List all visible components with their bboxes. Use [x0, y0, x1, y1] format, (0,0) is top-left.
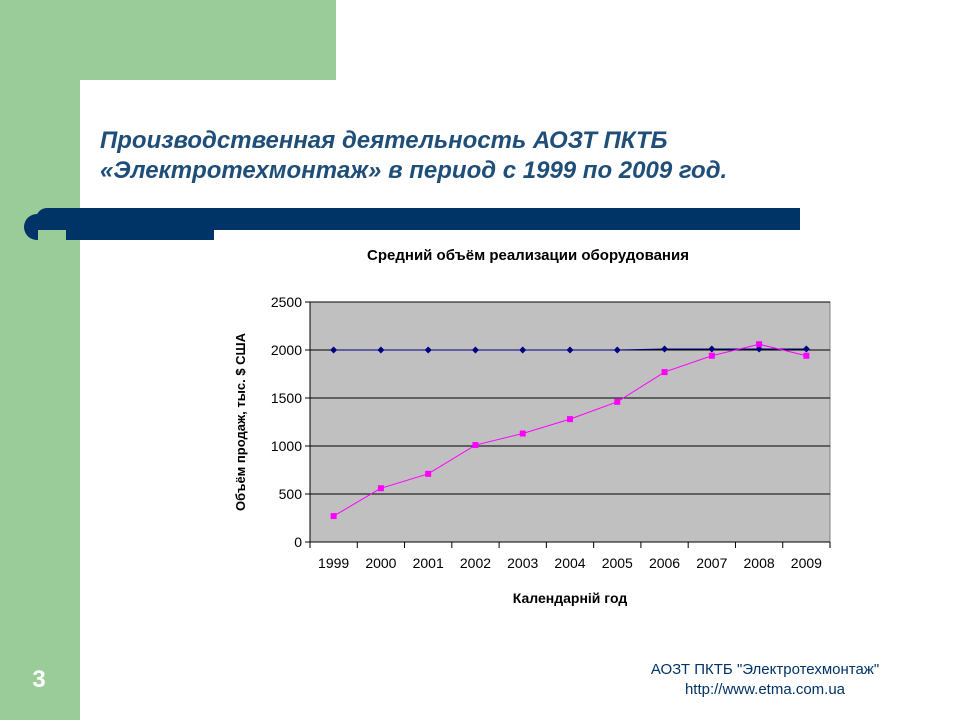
top-accent-band: [0, 0, 336, 80]
x-tick-label: 2004: [554, 555, 585, 571]
data-point: [613, 346, 621, 354]
data-point: [330, 513, 337, 520]
footer: АОЗТ ПКТБ "Электротехмонтаж" http://www.…: [600, 660, 930, 700]
data-point: [803, 352, 810, 359]
data-point: [708, 352, 715, 359]
bar-gap: [38, 230, 66, 242]
y-tick-label: 1000: [271, 438, 302, 454]
title-underline-bar: [36, 208, 800, 230]
x-tick-label: 2000: [365, 555, 396, 571]
y-axis-label: Объём продаж, тыс. $ США: [233, 332, 248, 511]
data-point: [661, 345, 669, 353]
data-point: [330, 346, 338, 354]
chart-title: Средний объём реализации оборудования: [367, 247, 689, 264]
slide-title-line1: Производственная деятельность АОЗТ ПКТБ: [100, 127, 668, 154]
y-tick-label: 2500: [271, 294, 302, 310]
x-tick-label: 2008: [744, 555, 775, 571]
data-point: [519, 430, 526, 437]
data-point: [708, 345, 716, 353]
data-point: [802, 345, 810, 353]
data-point: [567, 416, 573, 423]
data-point: [377, 485, 384, 492]
footer-company: АОЗТ ПКТБ "Электротехмонтаж": [650, 661, 880, 678]
footer-url[interactable]: http://www.etma.com.ua: [684, 681, 846, 698]
x-tick-label: 2007: [696, 555, 727, 571]
data-point: [661, 369, 668, 376]
data-point: [755, 345, 763, 353]
data-point: [756, 341, 763, 348]
x-tick-label: 2005: [602, 555, 633, 571]
data-point: [471, 346, 479, 354]
slide-title: Производственная деятельность АОЗТ ПКТБ …: [100, 126, 920, 186]
x-tick-label: 1999: [318, 555, 349, 571]
y-tick-label: 1500: [271, 390, 302, 406]
data-point: [377, 346, 385, 354]
x-axis: 1999 2000 2001 2002 2003 2004 2005 2006 2007 2008…: [309, 541, 831, 571]
left-accent-band: [0, 0, 80, 720]
x-axis-label: Календарній год: [513, 590, 628, 606]
x-tick-label: 2001: [413, 555, 444, 571]
slide-number: 3: [32, 666, 46, 693]
data-point: [472, 442, 479, 449]
x-tick-label: 2006: [649, 555, 680, 571]
x-tick-label: 2009: [791, 555, 822, 571]
y-tick-label: 2000: [271, 342, 302, 358]
sales-chart: Средний объём реализации оборудования 0 5…: [233, 247, 831, 606]
data-point: [566, 346, 574, 354]
data-point: [424, 346, 432, 354]
y-tick-label: 500: [279, 486, 303, 502]
x-tick-label: 2002: [460, 555, 491, 571]
slide-title-line2: «Электротехмонтаж» в период с 1999 по 20…: [100, 157, 728, 184]
data-point: [614, 398, 621, 405]
data-point: [425, 470, 432, 477]
y-tick-label: 0: [294, 534, 302, 550]
series-layer: [330, 341, 810, 520]
data-point: [519, 346, 527, 354]
y-axis: 0 500 1000 1500 2000 2500: [271, 294, 311, 550]
x-tick-label: 2003: [507, 555, 538, 571]
